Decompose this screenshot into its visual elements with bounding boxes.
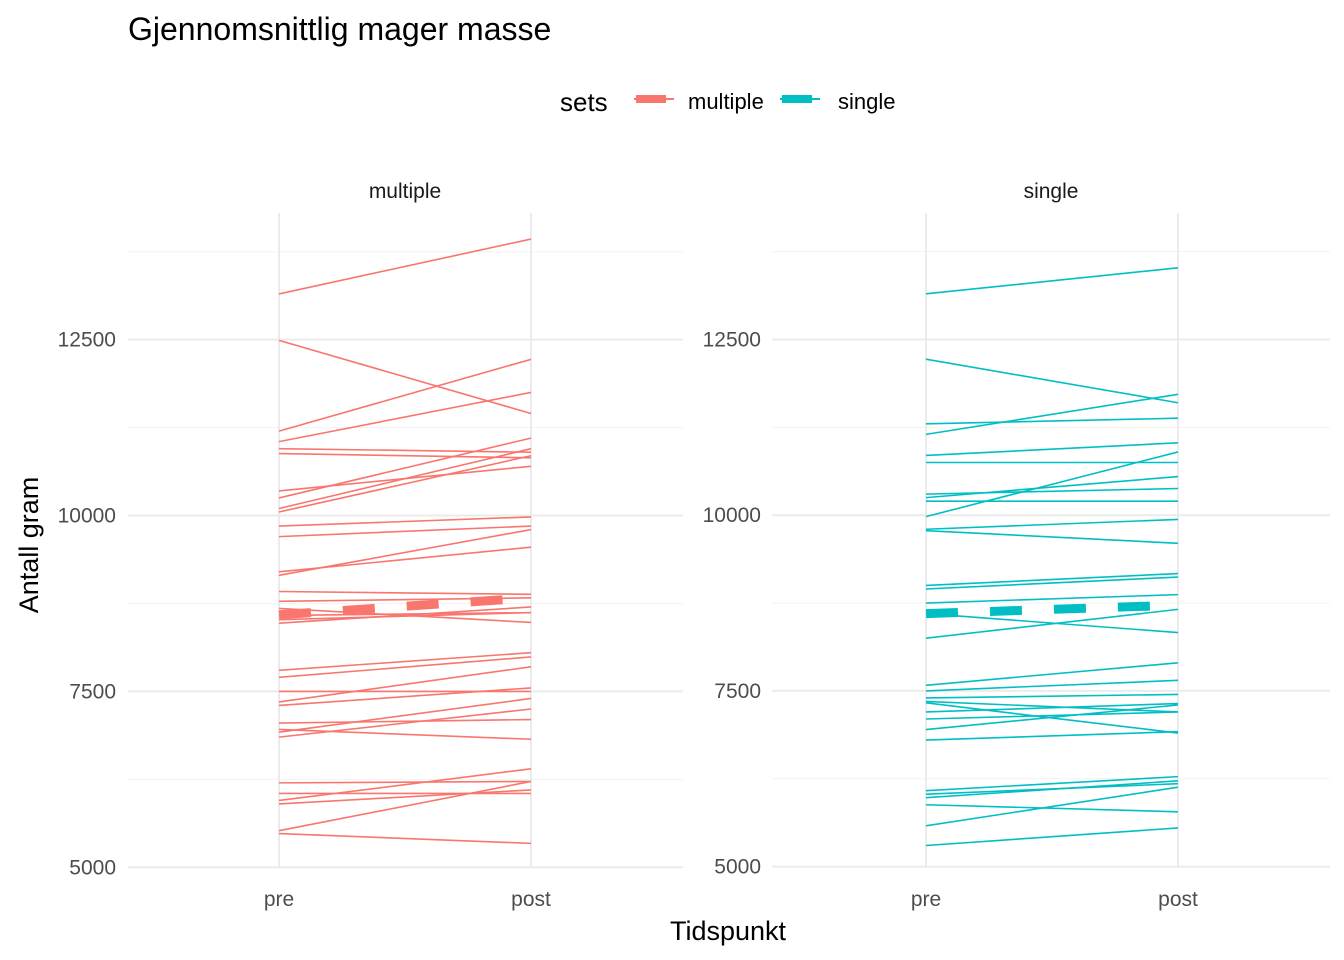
subject-line [278, 454, 532, 513]
y-tick-label: 10000 [703, 504, 761, 527]
y-tick-label: 5000 [69, 856, 116, 879]
subject-line [925, 358, 1179, 404]
subject-line [925, 451, 1179, 518]
x-axis-title: Tidspunkt [670, 916, 787, 946]
legend-key-single-swatch [782, 95, 812, 103]
subject-line [925, 827, 1179, 847]
subject-line [925, 593, 1179, 604]
subject-line [925, 475, 1179, 499]
subject-line [925, 780, 1179, 799]
subject-line [925, 572, 1179, 587]
legend-key-multiple-swatch [636, 95, 666, 103]
x-tick-label: pre [264, 888, 294, 911]
subject-line [278, 768, 532, 802]
subject-line [278, 516, 532, 527]
subject-line [925, 608, 1179, 639]
legend-key-multiple [634, 95, 674, 103]
subject-line [278, 238, 532, 295]
facet-strip-label: multiple [369, 180, 441, 203]
subject-line [925, 702, 1179, 713]
subject-line [278, 606, 532, 624]
subject-line [925, 576, 1179, 590]
subject-line [278, 590, 532, 596]
x-tick-label: post [511, 888, 551, 911]
subject-line [925, 661, 1179, 687]
subject-line [278, 665, 532, 703]
subject-line [278, 687, 532, 707]
subject-line [925, 529, 1179, 545]
facet-panel-multiple: 5000 7500 10000 12500 pre post multiple [58, 180, 683, 911]
subject-line [278, 611, 532, 621]
mean-line [278, 593, 532, 620]
subject-line [278, 447, 532, 510]
subject-line [278, 697, 532, 734]
subject-line [278, 447, 532, 454]
subject-line [925, 693, 1179, 699]
y-axis-title: Antall gram [14, 477, 44, 614]
legend-key-single [780, 95, 820, 103]
y-tick-label: 10000 [58, 505, 116, 528]
subject-line [925, 417, 1179, 425]
y-tick-label: 7500 [714, 680, 761, 703]
subject-line [925, 704, 1179, 731]
subject-line [278, 780, 532, 832]
x-tick-label: pre [911, 888, 941, 911]
subject-line [278, 780, 532, 784]
subject-line [278, 789, 532, 805]
subject-line [278, 708, 532, 738]
subject-line [278, 391, 532, 443]
y-tick-label: 12500 [58, 329, 116, 352]
subject-line [925, 700, 1179, 713]
subject-line [925, 803, 1179, 813]
subject-line [925, 711, 1179, 720]
subject-line [925, 518, 1179, 531]
facet-panel-single: 5000 7500 10000 12500 pre post single [703, 180, 1330, 911]
legend-label-single: single [838, 89, 895, 114]
legend-title: sets [560, 87, 608, 117]
subject-line [278, 437, 532, 499]
mean-line [925, 600, 1179, 619]
subject-line [278, 528, 532, 577]
subject-line [278, 339, 532, 415]
subject-line [278, 832, 532, 845]
subject-line [278, 452, 532, 459]
facet-strip-label: single [1024, 180, 1079, 203]
subject-line [278, 358, 532, 432]
y-tick-label: 5000 [714, 856, 761, 879]
x-tick-label: post [1158, 888, 1198, 911]
y-tick-label: 12500 [703, 329, 761, 352]
subject-line [278, 656, 532, 679]
y-tick-label: 7500 [69, 680, 116, 703]
legend-label-multiple: multiple [688, 89, 764, 114]
subject-line [925, 442, 1179, 457]
subject-line [925, 393, 1179, 436]
subject-line [925, 730, 1179, 741]
subject-line [925, 775, 1179, 792]
subject-line [925, 267, 1179, 295]
subject-line [278, 651, 532, 672]
subject-line [925, 786, 1179, 827]
subject-line [278, 525, 532, 538]
subject-line [278, 718, 532, 724]
legend: sets multiple single [560, 87, 895, 117]
chart-title: Gjennomsnittlig mager masse [128, 11, 551, 47]
subject-line [925, 487, 1179, 495]
subject-line [925, 679, 1179, 692]
subject-line [278, 728, 532, 741]
